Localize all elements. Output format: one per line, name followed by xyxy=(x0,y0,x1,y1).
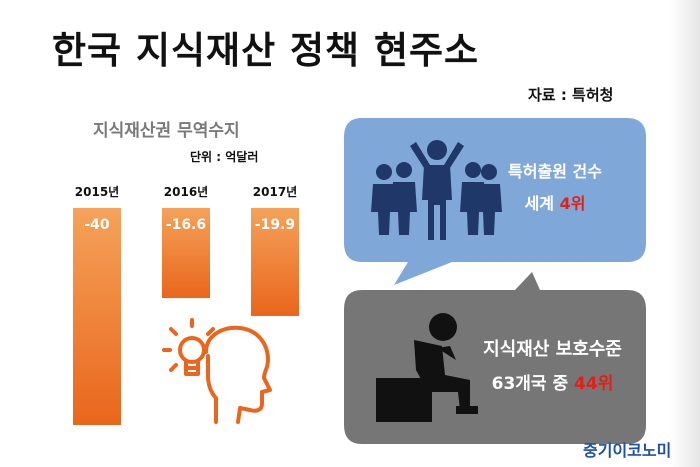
brand-logo-text: 중기이코노미 xyxy=(583,441,672,460)
source-label: 자료 : 특허청 xyxy=(528,86,614,104)
chart-title: 지식재산권 무역수지 xyxy=(93,121,240,141)
bar-2 xyxy=(162,208,210,299)
bar-series: 2015년 -40 2016년 -16.6 2017년 -19.9 xyxy=(73,185,299,425)
head-with-lightbulb-icon xyxy=(162,318,272,424)
protection-stat-rank: 63개국 중 44위 xyxy=(491,374,614,394)
cheering-people-icon xyxy=(371,140,502,240)
chart-unit-label: 단위 : 억달러 xyxy=(190,150,259,164)
category-label-3: 2017년 xyxy=(253,185,297,199)
patent-stat-rank: 세계 4위 xyxy=(524,194,586,213)
category-label-2: 2016년 xyxy=(164,185,208,199)
value-label-3: -19.9 xyxy=(255,217,295,233)
page-title: 한국 지식재산 정책 현주소 xyxy=(52,29,480,72)
value-label-1: -40 xyxy=(84,217,110,233)
sitting-thinker-icon xyxy=(376,313,478,422)
bar-3 xyxy=(251,208,299,316)
value-label-2: -16.6 xyxy=(166,217,206,233)
bar-1 xyxy=(73,208,121,425)
patent-stat-title: 특허출원 건수 xyxy=(508,162,602,181)
category-label-1: 2015년 xyxy=(75,185,119,199)
right-edge-shade xyxy=(670,0,700,467)
protection-stat-title: 지식재산 보호수준 xyxy=(483,339,622,360)
